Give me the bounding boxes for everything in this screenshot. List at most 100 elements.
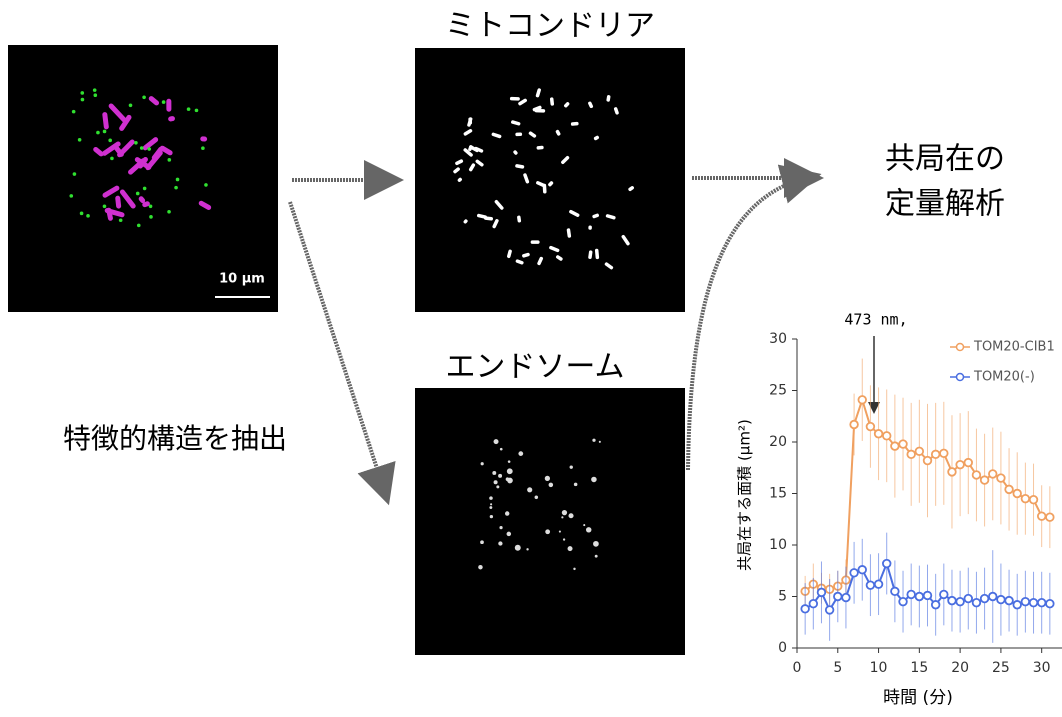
point bbox=[867, 581, 875, 589]
point bbox=[916, 593, 924, 601]
green-dot bbox=[103, 130, 107, 134]
endo-dot bbox=[593, 541, 599, 547]
endo-dot bbox=[568, 513, 573, 518]
green-dot bbox=[140, 146, 144, 150]
extract-label: 特徴的構造を抽出 bbox=[63, 422, 287, 455]
endo-dot bbox=[549, 483, 554, 488]
x-tick-label: 10 bbox=[870, 660, 888, 676]
endo-dot bbox=[573, 568, 575, 570]
y-tick-label: 10 bbox=[769, 537, 787, 553]
endo-dot bbox=[494, 439, 499, 444]
endo-dot bbox=[595, 555, 598, 558]
point bbox=[997, 474, 1005, 482]
endo-dot bbox=[500, 448, 503, 451]
mito-structure bbox=[469, 119, 471, 125]
green-dot bbox=[147, 147, 151, 151]
mito-structure bbox=[524, 255, 528, 256]
mito-structure bbox=[608, 97, 609, 100]
point bbox=[850, 421, 858, 429]
mito-structure bbox=[513, 122, 519, 124]
point bbox=[899, 598, 907, 606]
point bbox=[858, 396, 866, 404]
legend-marker bbox=[957, 374, 964, 381]
mito-structure bbox=[459, 179, 460, 180]
endo-dot bbox=[496, 485, 499, 488]
magenta-structure bbox=[118, 198, 119, 206]
green-dot bbox=[78, 138, 82, 142]
point bbox=[875, 430, 883, 438]
point bbox=[989, 470, 997, 478]
mito-structure bbox=[550, 183, 552, 185]
point bbox=[810, 600, 818, 608]
green-dot bbox=[108, 139, 112, 143]
green-dot bbox=[73, 172, 77, 176]
endo-dot bbox=[489, 506, 492, 509]
green-dot bbox=[93, 88, 97, 92]
point bbox=[1030, 599, 1038, 607]
green-dot bbox=[103, 204, 107, 208]
point bbox=[883, 560, 891, 568]
endo-dot bbox=[507, 468, 513, 474]
figure: 10 μm ミトコンドリア エンドソーム 特徴的構造を抽出 共局在の 定量解析 … bbox=[0, 0, 1062, 713]
point bbox=[948, 597, 956, 605]
x-tick-label: 25 bbox=[992, 660, 1010, 676]
point bbox=[1038, 512, 1046, 520]
endo-dot bbox=[481, 462, 484, 465]
green-dot bbox=[162, 100, 166, 104]
point bbox=[981, 476, 989, 484]
endo-dot bbox=[591, 477, 597, 483]
point bbox=[973, 599, 981, 607]
mito-structure bbox=[538, 90, 540, 96]
green-dot bbox=[72, 110, 76, 114]
mito-structure bbox=[551, 248, 558, 251]
endo-dot bbox=[478, 565, 482, 569]
point bbox=[940, 450, 948, 458]
endo-dot bbox=[599, 441, 601, 443]
point bbox=[932, 601, 940, 609]
endo-dot bbox=[489, 496, 493, 500]
scale-bar-label: 10 μm bbox=[219, 272, 265, 287]
magenta-structure bbox=[105, 115, 106, 127]
mito-structure bbox=[525, 175, 527, 182]
mito-structure bbox=[590, 103, 591, 106]
endo-dot bbox=[492, 471, 496, 475]
green-dot bbox=[81, 98, 85, 102]
mito-structure bbox=[517, 166, 523, 167]
endo-dot bbox=[562, 510, 567, 515]
green-dot bbox=[134, 141, 138, 145]
point bbox=[1013, 490, 1021, 498]
green-dot bbox=[201, 146, 205, 150]
x-tick-label: 30 bbox=[1033, 660, 1051, 676]
legend-label: TOM20(-) bbox=[973, 370, 1035, 385]
analysis-label: 定量解析 bbox=[885, 187, 1005, 222]
point bbox=[850, 569, 858, 577]
green-dot bbox=[149, 215, 153, 219]
endo-dot bbox=[574, 483, 578, 487]
point bbox=[940, 591, 948, 599]
magenta-structure bbox=[151, 99, 156, 103]
point bbox=[1013, 601, 1021, 609]
y-tick-label: 0 bbox=[778, 640, 787, 656]
y-tick-label: 5 bbox=[778, 589, 787, 605]
y-tick-label: 30 bbox=[769, 331, 787, 347]
green-dot bbox=[195, 109, 199, 113]
mito-structure bbox=[457, 161, 461, 163]
endo-dot bbox=[559, 531, 561, 533]
mito-structure bbox=[530, 133, 534, 136]
point bbox=[956, 461, 964, 469]
endo-dot bbox=[507, 478, 513, 484]
x-tick-label: 15 bbox=[910, 660, 928, 676]
legend-label: TOM20-CIB1 bbox=[973, 340, 1055, 355]
endo-dot bbox=[563, 538, 565, 540]
x-tick-label: 5 bbox=[833, 660, 842, 676]
point bbox=[948, 468, 956, 476]
y-axis-label: 共局在する面積 (μm²) bbox=[736, 419, 754, 571]
mito-structure bbox=[630, 188, 632, 190]
mito-structure bbox=[476, 149, 481, 151]
endo-dot bbox=[527, 487, 532, 492]
endo-dot bbox=[480, 540, 484, 544]
green-dot bbox=[94, 93, 98, 97]
mito-structure bbox=[538, 183, 543, 185]
endo-dot bbox=[561, 516, 563, 518]
endo-dot bbox=[507, 532, 512, 537]
